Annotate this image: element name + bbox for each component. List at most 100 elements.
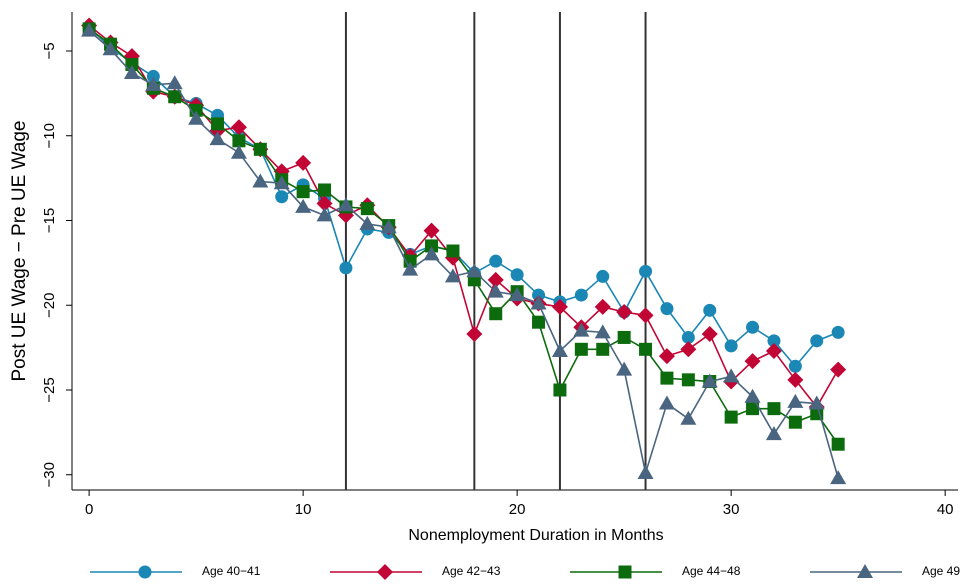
data-point [637, 307, 654, 324]
data-point [253, 142, 267, 156]
data-point [680, 341, 697, 358]
data-point [639, 264, 653, 278]
x-axis-label: Nonemployment Duration in Months [408, 527, 663, 544]
data-point [466, 263, 483, 278]
data-point [360, 202, 374, 216]
data-point [765, 426, 782, 441]
data-point [489, 254, 503, 268]
data-point [252, 173, 269, 188]
data-point [446, 244, 460, 258]
data-point [788, 415, 802, 429]
legend-label: Age 44−48 [682, 564, 741, 578]
data-point [637, 465, 654, 480]
x-tick-label: 0 [85, 501, 93, 518]
data-point [166, 75, 183, 90]
data-point [209, 131, 226, 146]
y-tick-label: −10 [41, 123, 58, 148]
data-point [510, 268, 524, 282]
data-point [681, 330, 695, 344]
data-point [466, 326, 483, 343]
data-point [232, 134, 246, 148]
data-point [701, 373, 718, 388]
data-point [658, 395, 675, 410]
data-point [767, 334, 781, 348]
data-point [596, 342, 610, 356]
data-point [295, 198, 312, 213]
data-point [551, 343, 568, 358]
data-point [145, 76, 162, 91]
data-point [680, 410, 697, 425]
y-tick-label: −25 [41, 377, 58, 402]
data-point [551, 298, 568, 315]
data-point [808, 395, 825, 410]
data-point [787, 371, 804, 388]
y-tick-label: −30 [41, 462, 58, 487]
data-point [746, 320, 760, 334]
data-point [489, 307, 503, 321]
data-point [830, 470, 847, 485]
data-point [810, 334, 824, 348]
legend-marker [618, 565, 632, 579]
data-point [273, 175, 290, 190]
data-point [616, 361, 633, 376]
data-point [830, 361, 847, 378]
data-point [81, 22, 98, 37]
data-point [509, 287, 526, 302]
data-point [295, 154, 312, 171]
legend-label: Age 42−43 [442, 564, 501, 578]
data-point [530, 295, 547, 310]
data-point [123, 65, 140, 80]
data-point [296, 185, 310, 199]
data-point [553, 383, 567, 397]
data-point [639, 342, 653, 356]
data-point [701, 326, 718, 343]
series-line [88, 24, 839, 409]
data-point [102, 41, 119, 56]
data-point [423, 222, 440, 239]
data-point [617, 330, 631, 344]
data-point [316, 195, 333, 212]
data-point [573, 322, 590, 337]
data-point [724, 410, 738, 424]
data-point [444, 268, 461, 283]
data-point [703, 303, 717, 317]
data-point [765, 343, 782, 360]
data-point [658, 348, 675, 365]
series-line [88, 26, 839, 368]
data-point [125, 58, 139, 72]
y-tick-label: −20 [41, 293, 58, 318]
x-tick-label: 20 [509, 501, 526, 518]
data-point [487, 271, 504, 288]
data-point [594, 298, 611, 315]
y-tick-label: −15 [41, 208, 58, 233]
legend-label: Age 40−41 [202, 564, 261, 578]
data-point [168, 90, 182, 104]
data-point [788, 359, 802, 373]
y-tick-label: −5 [41, 42, 58, 59]
data-point [723, 368, 740, 383]
x-tick-label: 30 [723, 501, 740, 518]
legend-marker [138, 565, 152, 579]
data-point [230, 119, 247, 136]
data-point [681, 373, 695, 387]
data-point [425, 239, 439, 253]
data-point [380, 219, 397, 234]
data-point [594, 324, 611, 339]
data-point [339, 261, 353, 275]
x-tick-label: 10 [295, 501, 312, 518]
data-point [444, 249, 461, 266]
data-point [767, 402, 781, 416]
data-point [831, 437, 845, 451]
data-point [744, 353, 761, 370]
data-point [487, 283, 504, 298]
data-point [660, 302, 674, 316]
data-point [316, 207, 333, 222]
legend-label: Age 49 [922, 564, 960, 578]
data-point [359, 215, 376, 230]
data-point [211, 117, 225, 131]
legend-marker [857, 564, 873, 578]
data-point [724, 339, 738, 353]
data-point [574, 288, 588, 302]
data-point [532, 315, 546, 329]
data-point [596, 269, 610, 283]
